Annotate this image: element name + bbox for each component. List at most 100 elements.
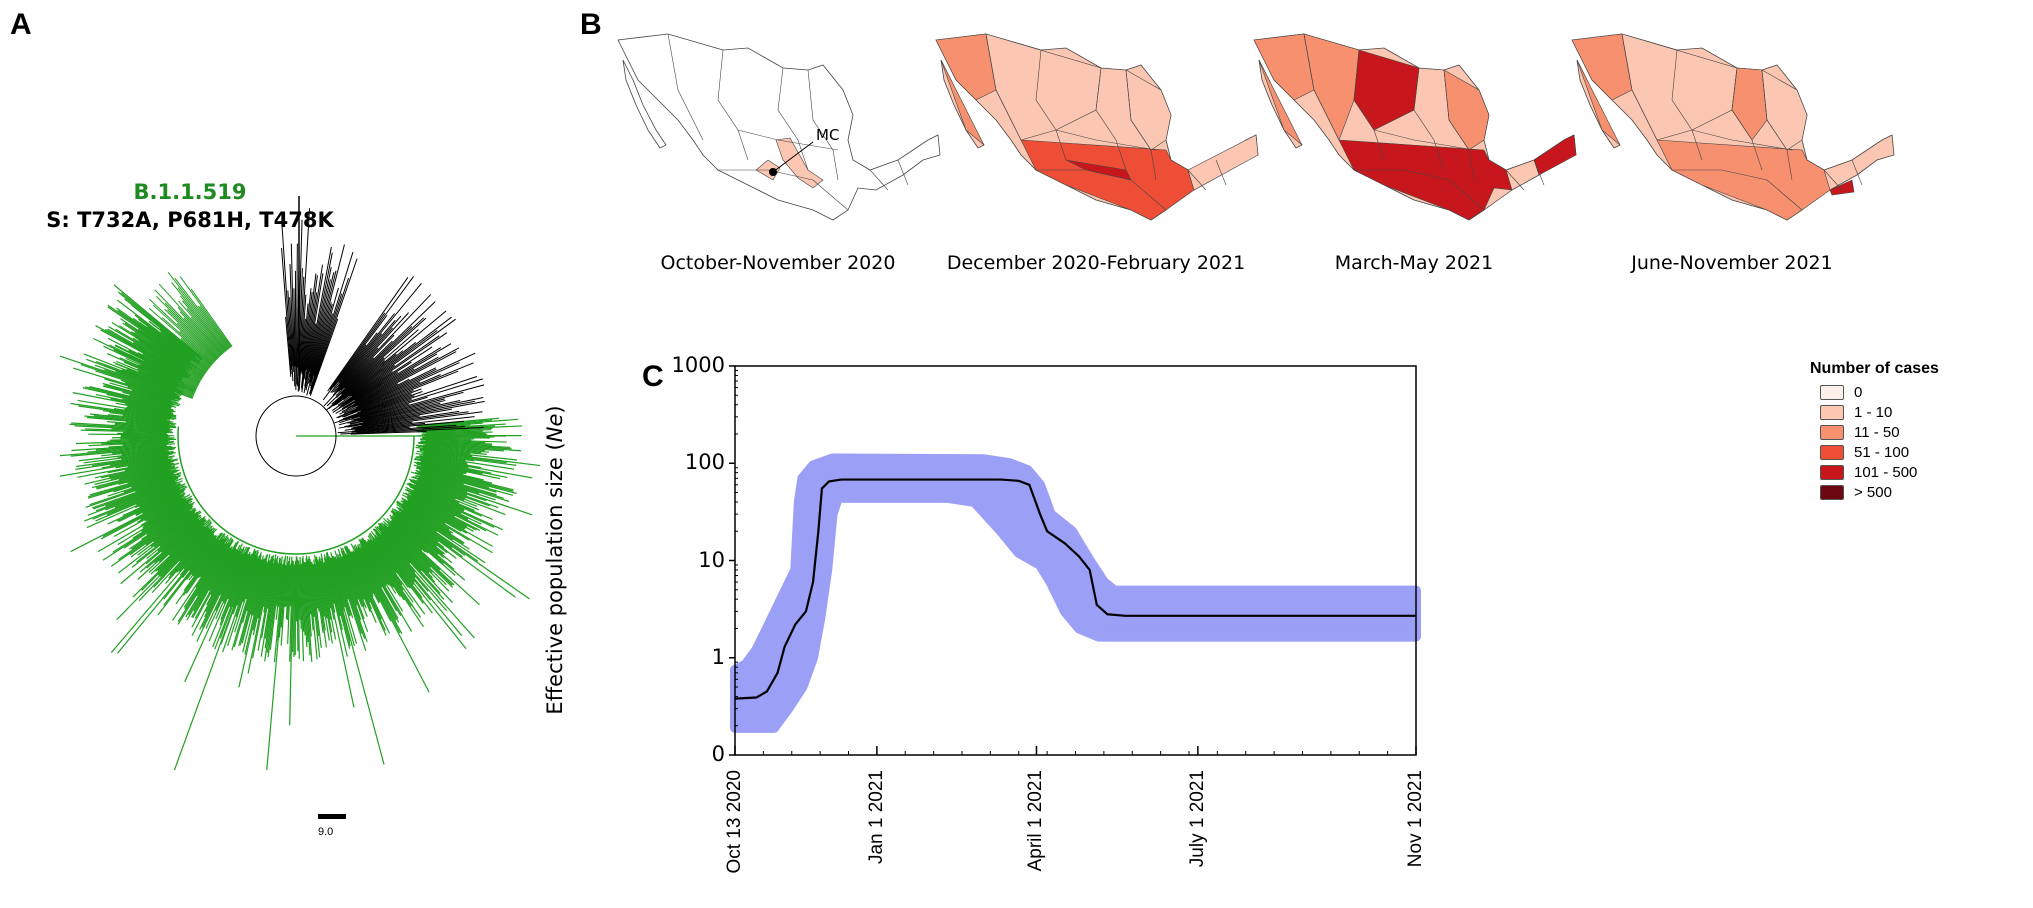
tree-branch: [120, 451, 175, 460]
map-state-borders: [1621, 33, 1863, 211]
tree-branch: [405, 486, 462, 515]
tree-branch: [362, 397, 484, 423]
tree-branch: [208, 542, 237, 591]
tree-branch: [117, 498, 194, 546]
tree-branch: [101, 440, 168, 445]
tree-branch: [125, 421, 176, 427]
tree-branch: [330, 557, 358, 644]
tree-branch: [151, 343, 204, 378]
tree-branch: [157, 521, 212, 576]
map-state-region: [1533, 134, 1577, 176]
tree-branch: [301, 558, 308, 648]
tree-branch: [383, 521, 431, 568]
tree-branch: [204, 549, 239, 618]
tree-branch: [377, 536, 415, 583]
tree-branch: [117, 450, 170, 459]
legend-item-label: 51 - 100: [1854, 443, 1910, 461]
tree-branch: [172, 536, 229, 621]
tree-branch: [336, 327, 393, 392]
tree-branch: [422, 430, 483, 434]
tree-branch: [342, 332, 448, 405]
tree-branch: [91, 466, 175, 489]
tree-branch: [339, 378, 410, 415]
map-state-region: [1187, 134, 1259, 191]
tree-branch: [378, 527, 445, 600]
tree-branch: [145, 516, 202, 565]
tree-branch: [160, 519, 200, 553]
tree-branch: [413, 458, 508, 479]
tree-branch: [325, 556, 351, 649]
tree-branch: [318, 556, 337, 640]
tree-branch: [141, 526, 206, 591]
tree-branch: [360, 538, 397, 594]
tree-branch: [122, 398, 174, 411]
tree-branch: [358, 399, 446, 422]
tree-branch: [332, 361, 412, 413]
tree-branch: [176, 527, 216, 573]
tree-branch: [84, 463, 175, 485]
tree-branch: [269, 562, 282, 650]
tree-branch: [238, 562, 268, 688]
tree-branch: [425, 443, 522, 452]
tree-branch: [227, 547, 251, 600]
tree-branch: [420, 458, 469, 469]
tree-branch: [117, 535, 215, 654]
tree-branch: [188, 539, 220, 581]
tree-branch: [122, 414, 171, 422]
tree-branch: [376, 526, 411, 564]
tree-branch: [420, 461, 501, 480]
tree-branch: [388, 525, 454, 588]
tree-branch: [301, 303, 309, 374]
tree-branch: [157, 514, 202, 552]
tree-branch: [350, 543, 392, 622]
cases-legend: Number of cases 0 1 - 10 11 - 50 51 - 100 10…: [1800, 360, 1939, 502]
tree-branch: [118, 507, 194, 561]
tree-branch: [133, 351, 199, 386]
tree-branch: [417, 445, 489, 453]
tree-branch: [289, 297, 294, 367]
legend-item: 11 - 50: [1820, 422, 1939, 442]
tree-branch: [120, 379, 181, 400]
tree-branch: [148, 320, 210, 369]
legend-item: 101 - 500: [1820, 462, 1939, 482]
y-tick-label: 1: [711, 644, 725, 669]
map-state-region: [1253, 33, 1315, 101]
tree-branch: [344, 421, 413, 431]
tree-branch: [242, 554, 268, 653]
tree-branch: [336, 362, 460, 419]
tree-branch: [303, 246, 332, 394]
tree-branch: [150, 512, 195, 547]
tree-branch: [183, 535, 226, 596]
tree-branch: [416, 418, 519, 428]
map-period-title: March-May 2021: [1334, 252, 1494, 274]
tree-branch: [309, 244, 345, 382]
tree-branch: [340, 550, 368, 617]
tree-branch: [241, 558, 265, 644]
tree-branch: [152, 342, 205, 377]
tree-branch: [287, 563, 292, 644]
tree-branch: [387, 523, 453, 586]
tree-branch: [421, 432, 486, 435]
tree-branch: [346, 347, 460, 409]
tree-branch: [297, 560, 300, 659]
tree-branch: [315, 556, 328, 619]
tree-branch: [300, 318, 306, 372]
tree-branch: [323, 557, 348, 657]
tree-branch: [391, 519, 456, 576]
tree-branch: [173, 548, 256, 770]
tree-branch: [141, 505, 193, 540]
mexico-map: [1253, 33, 1577, 221]
tree-branch: [332, 312, 410, 396]
tree-branch: [120, 518, 199, 585]
tree-branch: [295, 243, 298, 385]
tree-branch: [308, 266, 332, 373]
tree-branch: [290, 243, 296, 387]
tree-branch: [80, 364, 180, 398]
tree-branch: [359, 396, 428, 418]
tree-branch: [310, 258, 358, 392]
tree-branch: [136, 513, 199, 563]
tree-branch: [104, 369, 179, 396]
tree-branch: [86, 416, 170, 426]
tree-branch: [275, 564, 283, 620]
tree-branch: [191, 546, 233, 618]
